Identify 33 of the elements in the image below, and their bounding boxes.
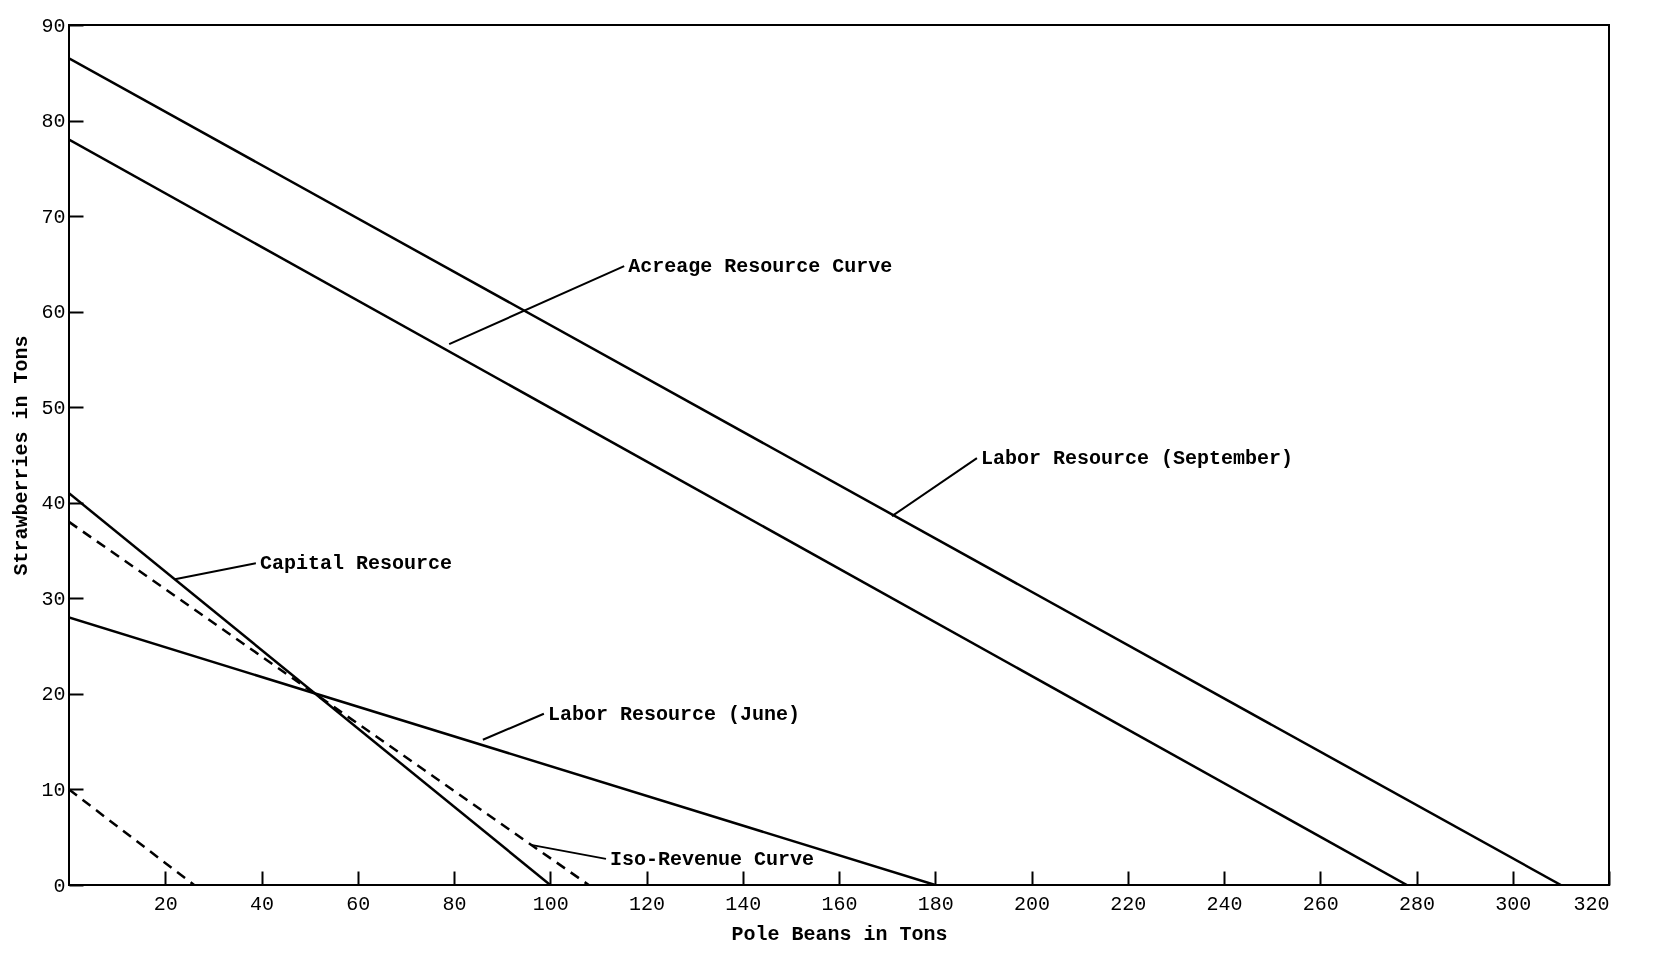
x-tick-label: 200: [1013, 892, 1051, 916]
x-tick-label: 300: [1495, 892, 1532, 916]
y-tick-label: 70: [41, 205, 66, 229]
y-tick-label: 40: [41, 492, 66, 516]
x-tick-label: 260: [1302, 892, 1339, 916]
y-tick-label: 30: [41, 587, 66, 611]
annotation: Labor Resource (September): [980, 447, 1293, 471]
x-tick-label: 220: [1110, 892, 1147, 916]
y-tick-label: 50: [41, 396, 66, 420]
x-tick-label: 140: [725, 892, 762, 916]
x-axis-title: Pole Beans in Tons: [731, 922, 948, 946]
x-tick-label: 160: [821, 892, 858, 916]
x-tick-label: 120: [628, 892, 666, 916]
y-tick-label: 80: [41, 110, 66, 134]
x-tick-label: 180: [917, 892, 954, 916]
x-tick-label: 20: [153, 892, 178, 916]
annotation: Labor Resource (June): [547, 702, 800, 726]
y-axis-title: Strawberries in Tons: [10, 335, 34, 576]
x-tick-label: 320: [1573, 892, 1610, 916]
y-tick-label: 20: [41, 683, 66, 707]
y-tick-label: 0: [53, 874, 66, 898]
x-tick-label: 80: [442, 892, 467, 916]
y-tick-label: 60: [41, 301, 66, 325]
x-tick-label: 280: [1398, 892, 1436, 916]
annotation: Iso-Revenue Curve: [610, 847, 815, 871]
x-tick-label: 60: [346, 892, 371, 916]
y-tick-label: 90: [41, 14, 66, 38]
x-tick-label: 40: [249, 892, 275, 916]
annotation: Capital Resource: [259, 552, 452, 576]
x-tick-label: 240: [1206, 892, 1243, 916]
annotation: Acreage Resource Curve: [628, 255, 893, 279]
y-tick-label: 10: [41, 778, 66, 802]
x-tick-label: 100: [532, 892, 569, 916]
